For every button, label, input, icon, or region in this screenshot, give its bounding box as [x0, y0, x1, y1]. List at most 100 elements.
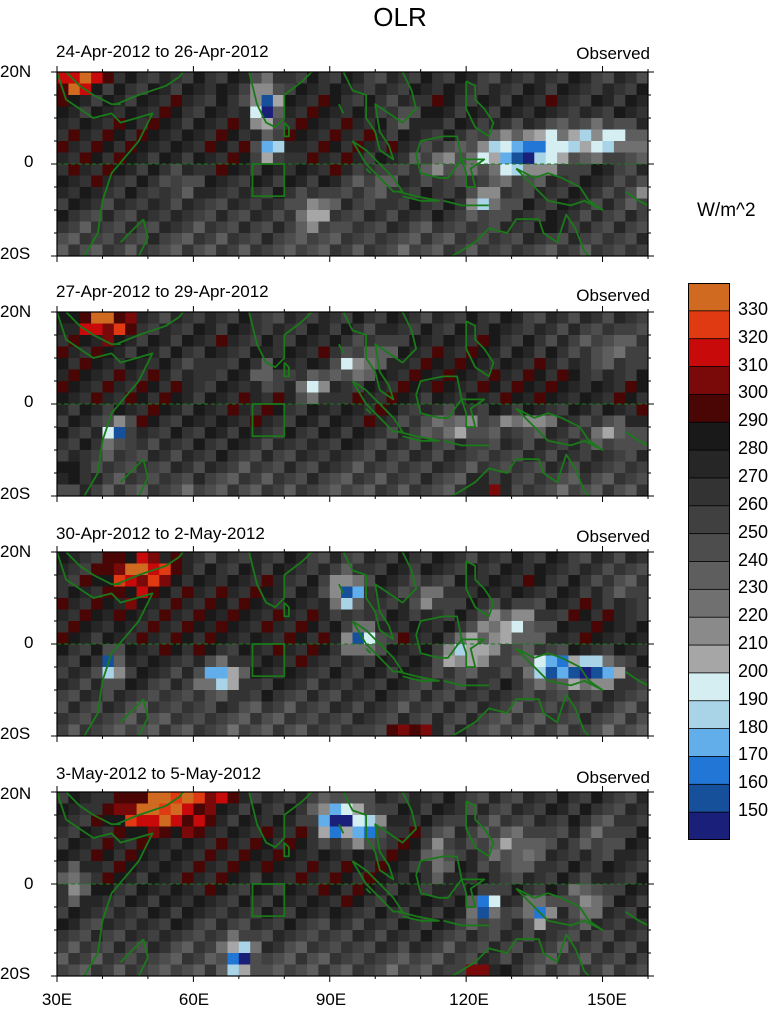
olr-cell [488, 392, 501, 405]
olr-cell [477, 175, 490, 188]
olr-cell [409, 312, 422, 325]
olr-cell [409, 701, 422, 714]
olr-cell [613, 678, 626, 691]
olr-cell [613, 964, 626, 976]
olr-cell [523, 484, 535, 496]
olr-cell [238, 369, 251, 382]
olr-cell [147, 895, 160, 908]
olr-cell [500, 713, 513, 726]
olr-cell [352, 484, 365, 496]
olr-cell [500, 632, 513, 645]
olr-cell [284, 484, 297, 496]
olr-cell [625, 427, 638, 440]
olr-cell [341, 369, 354, 382]
olr-cell [613, 244, 626, 256]
olr-cell [57, 667, 69, 680]
olr-cell [261, 164, 274, 177]
olr-cell [477, 95, 490, 108]
olr-cell [602, 792, 615, 805]
olr-cell [284, 701, 297, 714]
olr-cell [193, 792, 206, 805]
olr-cell [318, 690, 331, 703]
olr-cell [488, 187, 501, 200]
olr-cell [341, 129, 354, 142]
olr-cell [227, 221, 240, 234]
olr-cell [261, 690, 274, 703]
olr-cell [238, 335, 251, 348]
olr-cell [511, 690, 524, 703]
olr-cell [318, 964, 331, 976]
olr-cell [591, 621, 604, 634]
olr-cell [386, 724, 399, 736]
olr-cell [170, 609, 183, 622]
olr-cell [477, 644, 490, 657]
olr-cell [579, 964, 592, 976]
olr-cell [545, 381, 558, 394]
olr-cell [193, 438, 206, 451]
olr-cell [352, 164, 365, 177]
olr-cell [579, 152, 592, 165]
olr-cell [318, 849, 331, 862]
olr-cell [568, 563, 581, 576]
olr-cell [125, 655, 138, 668]
olr-cell [352, 838, 365, 851]
lat-label-mid: 0 [24, 633, 34, 652]
olr-cell [523, 815, 535, 828]
olr-cell [159, 609, 172, 622]
olr-cell [284, 953, 297, 966]
olr-cell [91, 381, 104, 394]
olr-cell [443, 484, 456, 496]
olr-cell [511, 803, 524, 816]
colorbar-box [688, 394, 730, 424]
olr-cell [602, 312, 615, 325]
olr-cell [113, 83, 126, 96]
olr-cell [91, 884, 104, 897]
olr-cell [579, 358, 592, 371]
olr-cell [625, 598, 638, 611]
olr-cell [272, 484, 285, 496]
olr-cell [386, 575, 399, 588]
olr-cell [488, 552, 501, 565]
olr-cell [79, 930, 92, 943]
olr-cell [534, 129, 547, 142]
olr-cell [159, 233, 172, 246]
olr-cell [534, 849, 547, 862]
olr-cell [79, 438, 92, 451]
olr-cell [159, 667, 172, 680]
olr-cell [261, 244, 274, 256]
olr-cell [613, 312, 626, 325]
coastline [137, 938, 149, 976]
olr-cell [534, 563, 547, 576]
olr-cell [79, 678, 92, 691]
olr-cell [216, 83, 229, 96]
olr-cell [79, 895, 92, 908]
olr-cell [102, 404, 115, 417]
olr-cell [636, 438, 648, 451]
olr-cell [182, 907, 194, 920]
olr-cell [147, 473, 160, 486]
olr-cell [443, 930, 456, 943]
olr-cell [591, 861, 604, 874]
olr-cell [204, 713, 217, 726]
olr-cell [136, 404, 149, 417]
olr-cell [68, 609, 81, 622]
olr-cell [216, 941, 229, 954]
olr-cell [79, 701, 92, 714]
olr-cell [409, 849, 422, 862]
olr-cell [432, 210, 445, 223]
region-box [251, 163, 286, 198]
olr-cell [523, 323, 535, 336]
olr-cell [398, 415, 410, 428]
olr-cell [204, 644, 217, 657]
olr-cell [284, 118, 297, 131]
olr-cell [125, 187, 138, 200]
olr-cell [523, 427, 535, 440]
olr-cell [625, 815, 638, 828]
olr-cell [636, 129, 648, 142]
olr-cell [534, 152, 547, 165]
olr-cell [227, 895, 240, 908]
olr-cell [534, 323, 547, 336]
olr-cell [352, 930, 365, 943]
olr-cell [500, 838, 513, 851]
olr-cell [238, 106, 251, 119]
